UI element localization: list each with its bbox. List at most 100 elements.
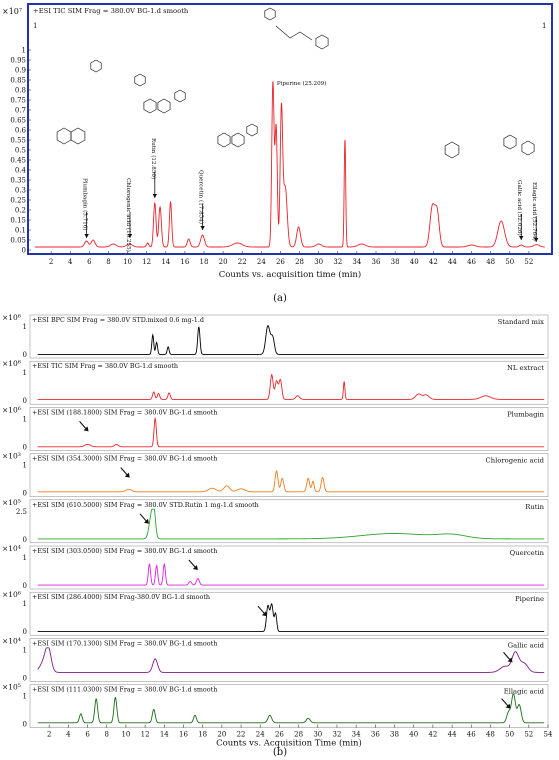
annotation-piperine: Piperine (25.209) [277,80,327,87]
quercetin-structure [231,132,245,148]
x-tick-label: 20 [219,258,228,266]
sim-track-title: +ESI SIM (303.0500) SIM Frag = 380.0V BG… [32,547,217,555]
sim-y-zero-label: 0 [23,582,27,590]
b-x-tick-label: 46 [467,731,476,739]
annotation-label: Quercetin (17.854) [198,170,205,224]
b-x-tick-label: 36 [371,731,380,739]
sim-y-top-label: 1 [23,600,27,608]
sim-y-zero-label: 0 [23,674,27,682]
sim-track: ×10⁴ +ESI SIM (170.1300) SIM Frag = 380.0… [2,636,549,682]
b-x-tick-label: 42 [428,731,437,739]
b-x-tick-label: 22 [237,731,246,739]
panel-a-x-axis-title: Counts vs. acquisition time (min) [219,269,361,280]
sim-y-multiplier: ×10⁶ [2,590,21,599]
annotation-arrowhead [84,234,89,238]
sim-track-title: +ESI BPC SIM Frag = 380.0V STD.mixed 0.6… [32,316,204,324]
b-x-tick-label: 12 [141,731,150,739]
sim-y-zero-label: 0 [23,536,27,544]
x-tick-label: 4 [68,258,73,266]
y-tick-label: 0.1 [15,227,26,235]
panel-b-sim-chromatograms: ×10⁶ +ESI BPC SIM Frag = 380.0V STD.mixed… [2,313,553,749]
quercetin-structure [246,123,258,137]
plumbagin-structure [70,127,86,145]
x-tick-label: 42 [429,258,438,266]
sim-compound-label: Ellagic acid [504,688,545,696]
sim-trace-line [37,508,545,540]
sim-y-top-label: 1 [23,554,27,562]
sim-trace-line [37,373,545,400]
x-tick-label: 28 [295,258,304,266]
sim-trace-line [37,603,545,633]
sim-y-top-label: 1 [23,415,27,423]
chlorogenic-structure [90,59,102,73]
b-x-tick-label: 52 [524,731,533,739]
y-tick-label: 0.65 [10,117,26,125]
annotation-label: Chlorogenic acid (10.255) [125,178,132,252]
b-x-tick-label: 18 [198,731,207,739]
panel-b-x-axis-title: Counts vs. Acquisition Time (min) [216,738,362,749]
sim-y-top-label: 1 [23,462,27,470]
b-x-tick-label: 16 [179,731,188,739]
x-tick-label: 38 [391,258,400,266]
x-tick-label: 6 [87,258,92,266]
peak-arrow [139,513,148,523]
x-tick-label: 10 [123,258,132,266]
x-tick-label: 22 [238,258,247,266]
sim-trace-line [37,647,545,673]
annotation-label: Gallic acid (52.026) [516,180,523,236]
piperine-structure [264,7,276,21]
b-x-tick-label: 54 [544,731,553,739]
y-tick-label: 0.4 [15,167,27,175]
peak-arrow [120,467,129,476]
rutin-structure [174,89,186,103]
sim-y-zero-label: 0 [23,397,27,405]
y-tick-label: 0.6 [15,127,27,135]
sim-y-multiplier: ×10³ [2,452,21,461]
b-x-tick-label: 10 [121,731,130,739]
sim-track-frame [29,314,549,359]
b-x-tick-label: 8 [105,731,109,739]
sim-compound-label: Quercetin [510,549,545,557]
sim-track-title: +ESI SIM (111.0300) SIM Frag = 380.0V BG… [32,686,217,694]
panel-a-label: (a) [273,293,287,304]
x-tick-label: 2 [49,258,53,266]
sim-y-multiplier: ×10⁶ [2,359,21,368]
sim-y-top-label: 1 [23,646,27,654]
y-tick-label: 0.9 [15,67,26,75]
sim-track-frame [29,545,549,590]
b-x-tick-label: 30 [313,731,322,739]
y-tick-label: 0.25 [10,197,26,205]
panel-a-chromatogram: ×10⁷ +ESI TIC SIM Frag = 380.0V BG-1.d sm… [2,3,553,280]
y-tick-label: 0.35 [10,177,26,185]
b-x-tick-label: 28 [294,731,303,739]
x-tick-label: 8 [106,258,110,266]
sim-track-frame [29,453,549,497]
peak-arrow [79,421,87,430]
panel-a-y-multiplier: ×10⁷ [2,7,22,16]
b-x-tick-label: 32 [333,731,342,739]
x-tick-label: 26 [276,258,285,266]
panel-a-frame [27,3,553,255]
sim-y-zero-label: 0 [23,628,27,636]
x-tick-label: 12 [142,258,151,266]
sim-track-title: +ESI SIM (354.3000) SIM Frag = 380.0V BG… [32,455,217,463]
sim-track: ×10⁵ +ESI SIM (610.5000) SIM Frag = 380.0… [2,498,549,544]
x-tick-label: 18 [200,258,209,266]
sim-track-frame [29,684,549,728]
sim-track-frame [29,499,549,544]
sim-y-zero-label: 0 [23,351,27,359]
sim-y-top-label: 1 [23,369,27,377]
b-x-tick-label: 40 [409,731,418,739]
sim-track: ×10³ +ESI SIM (354.3000) SIM Frag = 380.0… [2,452,549,498]
corner-mark-right: 1 [542,22,546,30]
sim-track: ×10⁵ +ESI SIM (111.0300) SIM Frag = 380.0… [2,683,549,729]
panel-a-title: +ESI TIC SIM Frag = 380.0V BG-1.d smooth [33,7,189,15]
sim-compound-label: Gallic acid [508,641,545,649]
annotation-arrowhead [127,234,133,238]
b-x-tick-label: 24 [256,731,265,739]
annotation-arrowhead [519,236,524,240]
b-x-tick-label: 38 [390,731,399,739]
sim-compound-label: NL extract [507,364,544,372]
sim-trace-line [37,562,545,586]
